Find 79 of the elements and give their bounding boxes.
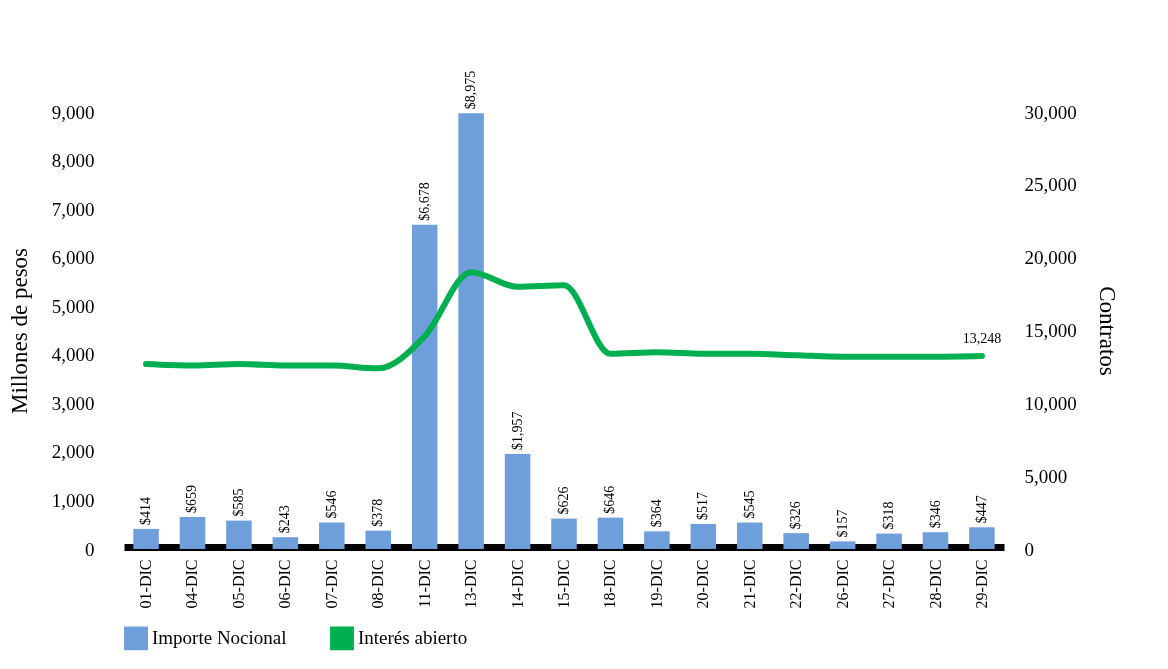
bar (411, 224, 438, 549)
data-label: $318 (881, 501, 897, 530)
x-tick-label: 11-DIC (415, 559, 433, 608)
x-tick-label: 18-DIC (601, 559, 619, 609)
y-tick-label: 7,000 (51, 198, 95, 220)
y2-tick-label: 30,000 (1024, 101, 1077, 123)
y-tick-label: 4,000 (51, 344, 95, 366)
data-label: $626 (556, 486, 571, 515)
y2-tick-label: 5,000 (1024, 465, 1068, 487)
x-tick-label: 05-DIC (229, 559, 247, 609)
bar (829, 541, 856, 549)
bar (644, 531, 670, 549)
x-tick-label: 19-DIC (647, 559, 665, 609)
data-label: $447 (973, 495, 989, 524)
y-tick-label: 5,000 (51, 295, 95, 317)
bar (922, 532, 949, 549)
bar (272, 537, 299, 549)
bar (504, 453, 531, 549)
data-label: $546 (323, 490, 339, 519)
x-tick-label: 29-DIC (972, 559, 990, 609)
x-tick-label: 08-DIC (369, 559, 387, 609)
x-tick-label: 14-DIC (508, 559, 526, 609)
bar (551, 518, 577, 549)
bar (690, 523, 717, 549)
data-label: $1,957 (509, 411, 525, 450)
y-tick-label: 6,000 (51, 247, 95, 269)
bar (876, 533, 902, 549)
data-label: $517 (695, 491, 711, 520)
data-label: 13,248 (962, 331, 1002, 347)
legend-label: Importe Nocional (152, 627, 287, 649)
y2-tick-label: 0 (1024, 538, 1034, 560)
bar (179, 517, 206, 549)
x-tick-label: 04-DIC (183, 559, 201, 609)
x-tick-label: 01-DIC (137, 559, 155, 609)
bar (133, 528, 159, 549)
y-axis-title: Millones de pesos (6, 247, 32, 415)
data-label: $346 (927, 500, 943, 529)
x-tick-label: 26-DIC (833, 559, 851, 609)
bar (783, 533, 809, 549)
y2-tick-label: 10,000 (1024, 392, 1077, 414)
bar (736, 522, 763, 549)
x-tick-label: 15-DIC (555, 559, 572, 609)
data-label: $414 (138, 496, 154, 525)
data-label: $646 (602, 485, 618, 514)
data-label: $8,975 (463, 70, 479, 110)
y2-tick-label: 25,000 (1024, 174, 1077, 196)
x-tick-label: 28-DIC (926, 559, 944, 609)
data-label: $326 (788, 501, 804, 530)
x-tick-label: 20-DIC (694, 559, 712, 609)
y-tick-label: 3,000 (51, 392, 95, 414)
bar (597, 517, 624, 549)
data-label: $585 (230, 488, 246, 517)
data-label: $6,678 (416, 182, 432, 221)
data-label: $545 (741, 490, 757, 519)
data-label: $157 (834, 509, 850, 538)
legend-label: Interés abierto (358, 627, 468, 649)
y2-tick-label: 20,000 (1024, 247, 1077, 269)
bar (365, 530, 392, 549)
x-tick-label: 21-DIC (740, 559, 758, 609)
x-tick-label: 13-DIC (462, 559, 480, 609)
y2-axis-title: Contratos (1094, 286, 1120, 376)
bar (319, 522, 345, 549)
y2-tick-label: 15,000 (1024, 320, 1077, 341)
y-tick-label: 8,000 (51, 150, 95, 172)
y-tick-label: 2,000 (51, 441, 95, 463)
x-tick-label: 06-DIC (276, 559, 294, 609)
data-label: $243 (277, 505, 293, 534)
data-label: $659 (184, 485, 200, 513)
y-tick-label: 9,000 (51, 101, 95, 123)
bar (458, 113, 484, 549)
y-tick-label: 1,000 (51, 489, 95, 511)
data-label: $378 (370, 498, 386, 527)
x-tick-label: 27-DIC (880, 559, 898, 609)
bar (969, 527, 995, 549)
x-tick-label: 22-DIC (787, 559, 805, 609)
bar (226, 520, 252, 549)
x-tick-label: 07-DIC (322, 559, 340, 609)
y-tick-label: 0 (85, 538, 95, 560)
data-label: $364 (648, 499, 664, 528)
